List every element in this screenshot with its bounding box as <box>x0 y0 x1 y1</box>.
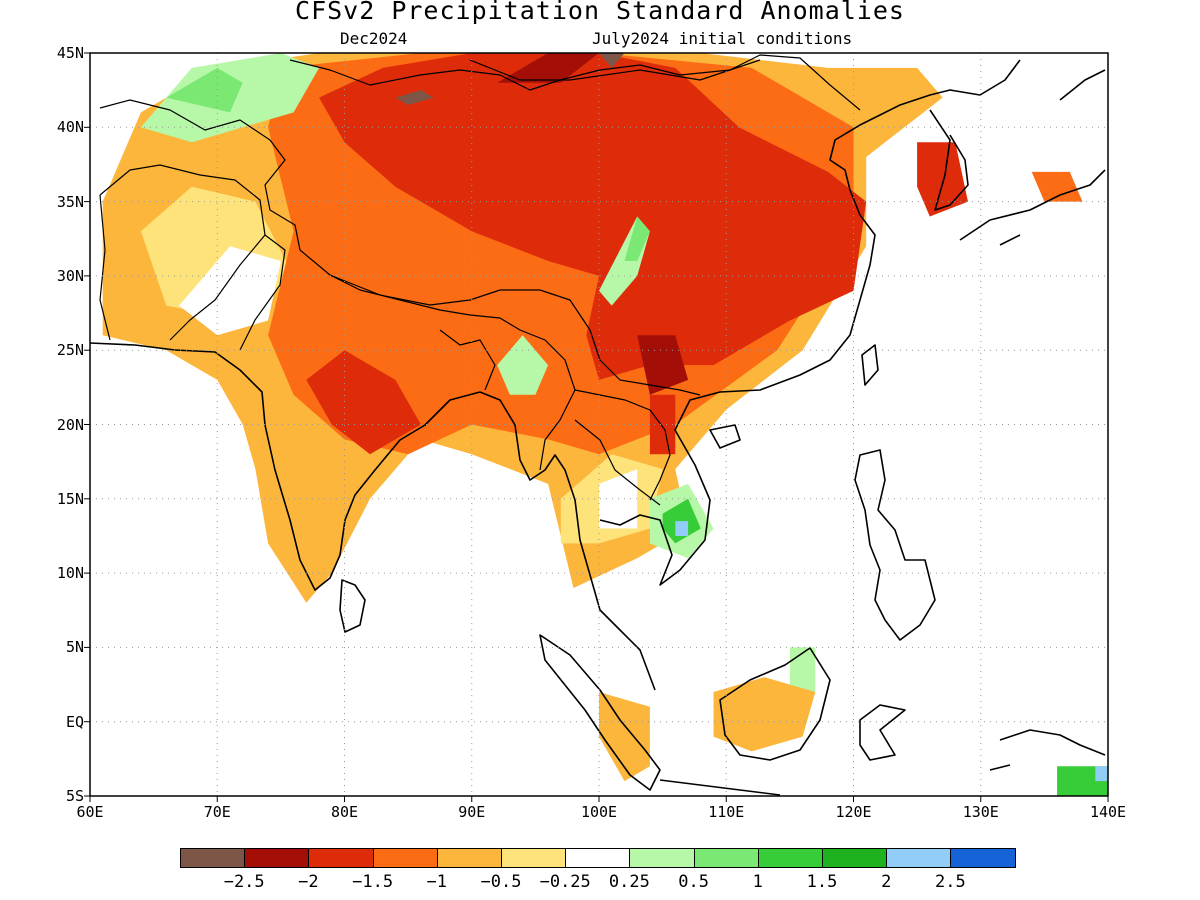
colorbar-label: −0.25 <box>539 872 591 892</box>
lon-label: 130E <box>962 803 999 821</box>
lon-label: 60E <box>76 803 104 821</box>
anomaly-region-27 <box>713 677 816 752</box>
colorbar-label: 2.5 <box>935 872 966 892</box>
map-title: CFSv2 Precipitation Standard Anomalies <box>295 0 905 25</box>
colorbar-swatch <box>308 848 374 868</box>
lon-label: 110E <box>708 803 745 821</box>
colorbar-swatch <box>244 848 310 868</box>
lat-label: 5S <box>65 787 84 805</box>
anomaly-fills <box>102 53 1108 796</box>
coastline-sumatra <box>539 634 661 791</box>
lon-label: 80E <box>330 803 359 821</box>
anomaly-region-11 <box>917 142 968 217</box>
lat-label: 25N <box>56 341 84 360</box>
colorbar-swatch <box>822 848 888 868</box>
anomaly-region-23 <box>675 521 689 536</box>
lat-label: 5N <box>65 638 84 657</box>
lon-label: 120E <box>835 803 872 821</box>
border-thailand-cambodia <box>574 419 661 506</box>
colorbar-swatch <box>436 848 502 868</box>
border-laos-vietnam <box>574 389 671 501</box>
anomaly-region-10 <box>649 394 676 455</box>
colorbar-swatch <box>501 848 567 868</box>
colorbar-label: −1.5 <box>352 872 394 892</box>
border-iran <box>99 194 111 341</box>
anomaly-region-4 <box>179 246 281 336</box>
colorbar-swatch <box>693 848 759 868</box>
border-nepal-bhutan <box>329 274 501 319</box>
longitude-ticks <box>89 796 1109 802</box>
anomaly-region-29 <box>1031 171 1083 202</box>
colorbar-label: 1 <box>752 872 763 892</box>
coastline-sulawesi <box>859 704 906 761</box>
colorbar-swatch <box>565 848 631 868</box>
coastline-japan <box>959 69 1106 246</box>
border-china-south <box>589 329 701 396</box>
colorbar-swatch <box>372 848 438 868</box>
anomaly-region-14 <box>395 90 434 105</box>
lon-label: 100E <box>580 803 618 821</box>
anomaly-region-13 <box>637 335 689 395</box>
lat-label: 30N <box>56 266 84 285</box>
coastline-hainan <box>709 424 741 449</box>
anomaly-region-8 <box>319 53 867 380</box>
border-afghanistan <box>99 164 266 341</box>
anomaly-region-25 <box>1057 766 1108 796</box>
forecast-month: Dec2024 <box>340 29 408 48</box>
colorbar-label: 1.5 <box>806 872 838 892</box>
initial-conditions: July2024 initial conditions <box>592 29 853 48</box>
coastline-indochina <box>479 59 1021 691</box>
colorbar-swatch <box>180 848 246 868</box>
coastlines <box>89 59 1106 796</box>
colorbar-label: −0.5 <box>480 872 522 892</box>
lon-label: 90E <box>458 803 486 821</box>
colorbar-swatch <box>950 848 1016 868</box>
colorbar-label: 0.25 <box>608 872 650 892</box>
border-central-asia <box>99 99 591 331</box>
coastline-taiwan <box>861 344 879 386</box>
lat-label: 45N <box>56 44 84 62</box>
colorbar-swatch <box>886 848 952 868</box>
lat-label: 10N <box>56 564 84 583</box>
colorbar-swatch <box>629 848 695 868</box>
border-mongolia <box>469 59 761 81</box>
anomaly-region-12 <box>497 53 599 83</box>
border-india-pakistan <box>239 234 286 351</box>
colorbar-swatch <box>757 848 823 868</box>
border-myanmar <box>499 317 576 471</box>
colorbar-label: 0.5 <box>678 872 709 892</box>
anomaly-region-20 <box>497 335 549 395</box>
coastline-java <box>659 779 781 796</box>
coastline-borneo <box>719 647 831 761</box>
coastline-korea <box>929 109 969 211</box>
lon-label: 140E <box>1089 803 1127 821</box>
colorbar-label: −2.5 <box>223 872 265 892</box>
border-china-north <box>289 54 861 111</box>
country-borders <box>99 54 861 506</box>
coastline-new-guinea <box>989 729 1106 771</box>
colorbar-label: −1 <box>426 872 448 892</box>
anomaly-region-28 <box>599 692 650 782</box>
coastline-philippines <box>854 449 936 641</box>
lat-label: 15N <box>56 489 84 508</box>
latitude-ticks <box>84 52 90 797</box>
anomaly-region-26 <box>1095 766 1108 782</box>
lat-label: 40N <box>56 118 84 137</box>
anomaly-region-9 <box>306 350 421 455</box>
colorbar-label: −2 <box>298 872 319 892</box>
border-bangladesh <box>439 329 496 391</box>
coastline-sri-lanka <box>339 579 366 633</box>
lat-label: EQ <box>65 712 84 731</box>
anomaly-region-17 <box>166 67 243 113</box>
anomaly-region-24 <box>789 647 816 692</box>
coastline-south-asia <box>89 342 481 591</box>
anomaly-region-19 <box>624 216 650 261</box>
colorbar-label: 2 <box>881 872 892 892</box>
lat-label: 20N <box>56 415 84 434</box>
anomaly-region-15 <box>599 53 625 68</box>
lon-label: 70E <box>203 803 231 821</box>
lat-label: 35N <box>56 192 84 211</box>
